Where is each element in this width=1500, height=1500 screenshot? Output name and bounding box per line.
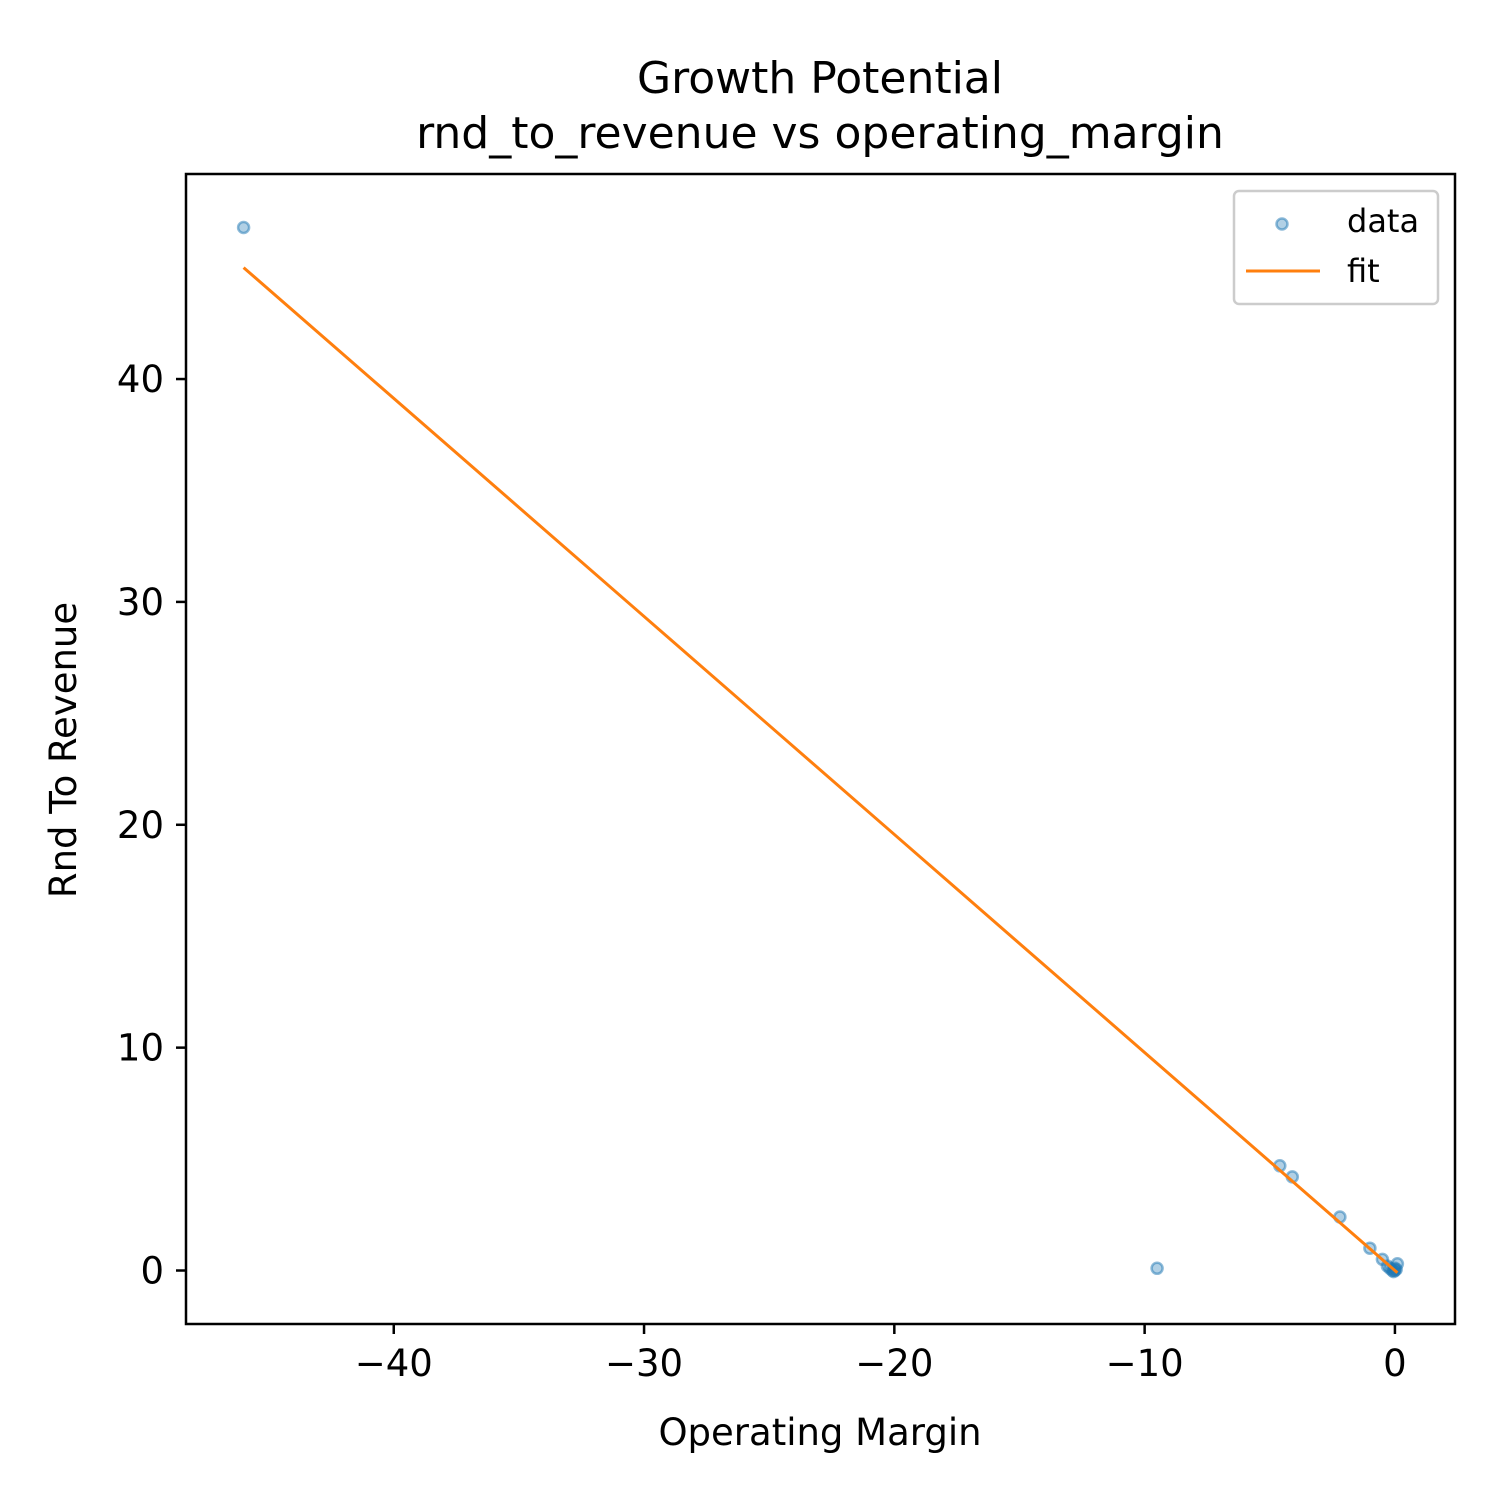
y-tick-label: 0 bbox=[140, 1250, 164, 1293]
plot-area bbox=[236, 220, 1405, 1279]
y-axis: 0 10 20 30 40 bbox=[117, 358, 186, 1293]
legend-label-fit: fit bbox=[1347, 252, 1380, 290]
legend-label-data: data bbox=[1347, 202, 1419, 240]
chart-subtitle: rnd_to_revenue vs operating_margin bbox=[416, 108, 1224, 159]
legend-marker-data bbox=[1275, 217, 1289, 231]
x-axis: −40 −30 −20 −10 0 bbox=[355, 1324, 1407, 1385]
data-point bbox=[236, 220, 251, 235]
x-tick-label: −30 bbox=[605, 1342, 683, 1385]
x-tick-label: −10 bbox=[1106, 1342, 1184, 1385]
y-tick-label: 40 bbox=[117, 358, 164, 401]
y-tick-label: 10 bbox=[117, 1027, 164, 1070]
chart-title: Growth Potential bbox=[637, 53, 1003, 104]
fit-line bbox=[242, 266, 1399, 1274]
data-point bbox=[1150, 1261, 1164, 1276]
x-tick-label: −40 bbox=[355, 1342, 433, 1385]
x-tick-label: −20 bbox=[855, 1342, 933, 1385]
axes-frame bbox=[184, 172, 1457, 1326]
y-tick-label: 20 bbox=[117, 804, 164, 847]
x-axis-label: Operating Margin bbox=[658, 1411, 981, 1454]
y-tick-label: 30 bbox=[117, 581, 164, 624]
y-axis-label: Rnd To Revenue bbox=[42, 602, 85, 898]
x-tick-label: 0 bbox=[1383, 1342, 1407, 1385]
legend: data fit bbox=[1232, 189, 1440, 306]
